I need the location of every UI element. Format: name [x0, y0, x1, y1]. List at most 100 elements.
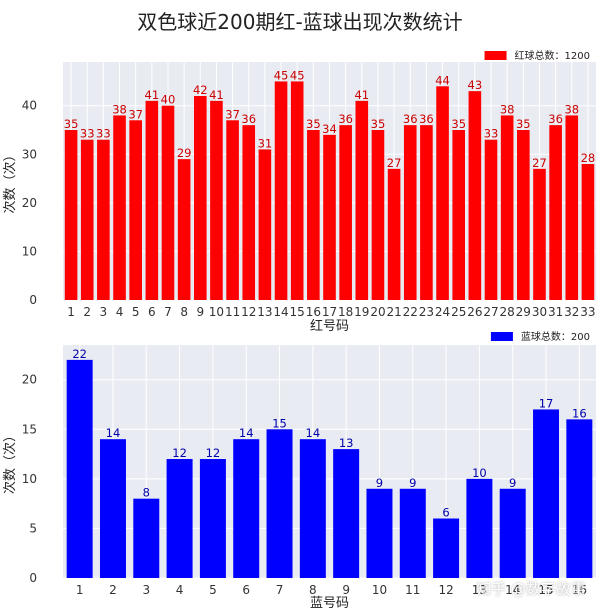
bar: [210, 100, 223, 300]
bar: [199, 459, 226, 578]
bar: [399, 488, 426, 578]
data-label: 38: [112, 102, 127, 116]
x-tick-label: 2: [109, 583, 117, 597]
x-tick-label: 6: [148, 305, 156, 319]
x-tick-label: 30: [532, 305, 547, 319]
bar: [129, 120, 142, 301]
data-label: 14: [106, 426, 121, 440]
x-tick-label: 16: [306, 305, 321, 319]
x-tick-label: 5: [132, 305, 140, 319]
x-tick-label: 20: [370, 305, 385, 319]
data-label: 43: [468, 78, 483, 92]
x-tick-label: 1: [67, 305, 75, 319]
x-tick-label: 13: [257, 305, 272, 319]
data-label: 37: [225, 107, 240, 121]
x-tick-label: 15: [538, 583, 553, 597]
x-tick-label: 12: [438, 583, 453, 597]
y-axis-label: 次数（次）: [2, 148, 18, 213]
x-tick-label: 1: [76, 583, 84, 597]
x-tick-label: 17: [322, 305, 337, 319]
y-tick-label: 20: [22, 196, 37, 210]
bar: [145, 100, 159, 300]
x-tick-label: 6: [242, 583, 250, 597]
bar: [500, 115, 514, 300]
y-tick-label: 10: [22, 472, 37, 486]
data-label: 33: [80, 127, 95, 141]
bar: [466, 478, 493, 578]
data-label: 33: [484, 127, 499, 141]
data-label: 27: [387, 156, 402, 170]
y-tick-label: 0: [29, 293, 37, 307]
x-tick-label: 8: [180, 305, 188, 319]
x-tick-label: 25: [451, 305, 466, 319]
data-label: 12: [206, 446, 221, 460]
data-label: 13: [339, 436, 354, 450]
data-label: 9: [409, 476, 416, 490]
bar: [113, 115, 126, 300]
x-axis-label: 红号码: [310, 318, 349, 334]
bar: [549, 125, 562, 301]
data-label: 16: [572, 406, 587, 420]
bar: [533, 168, 546, 300]
x-tick-label: 11: [405, 583, 420, 597]
data-label: 38: [564, 102, 579, 116]
x-tick-label: 27: [483, 305, 498, 319]
bar: [64, 130, 78, 300]
bar: [533, 409, 560, 578]
data-label: 41: [145, 88, 160, 102]
bar: [566, 419, 593, 578]
bar: [333, 449, 360, 578]
bar: [99, 439, 126, 578]
x-tick-label: 14: [505, 583, 520, 597]
bar: [565, 115, 579, 300]
data-label: 34: [322, 122, 337, 136]
bar: [339, 125, 352, 301]
x-tick-label: 31: [548, 305, 563, 319]
x-tick-label: 2: [83, 305, 91, 319]
bar: [161, 105, 175, 300]
data-label: 36: [241, 112, 256, 126]
bar: [258, 149, 272, 300]
x-tick-label: 5: [209, 583, 217, 597]
bar: [433, 518, 460, 578]
bar: [452, 130, 466, 300]
legend-swatch: [490, 332, 513, 341]
data-label: 35: [516, 117, 531, 131]
data-label: 38: [500, 102, 515, 116]
x-tick-label: 7: [164, 305, 172, 319]
data-label: 35: [451, 117, 466, 131]
bar: [233, 439, 260, 578]
bar: [420, 125, 433, 301]
data-label: 36: [403, 112, 418, 126]
x-tick-label: 7: [276, 583, 284, 597]
bar: [290, 81, 304, 300]
x-tick-label: 28: [500, 305, 515, 319]
data-label: 36: [548, 112, 563, 126]
data-label: 42: [193, 83, 208, 97]
x-tick-label: 4: [116, 305, 124, 319]
x-tick-label: 22: [403, 305, 418, 319]
x-tick-label: 29: [516, 305, 531, 319]
x-tick-label: 14: [273, 305, 288, 319]
data-label: 8: [143, 486, 150, 500]
y-tick-label: 5: [29, 521, 37, 535]
bar: [226, 120, 239, 301]
legend-swatch: [484, 51, 507, 60]
bar: [371, 130, 385, 300]
data-label: 41: [209, 88, 224, 102]
x-tick-label: 13: [472, 583, 487, 597]
y-tick-label: 40: [22, 99, 37, 113]
x-tick-label: 32: [564, 305, 579, 319]
bar: [66, 359, 93, 578]
data-label: 14: [306, 426, 321, 440]
data-label: 45: [290, 68, 305, 82]
legend-label: 红球总数：1200: [515, 49, 590, 62]
x-tick-label: 12: [241, 305, 256, 319]
bar: [266, 429, 293, 578]
x-tick-label: 33: [580, 305, 595, 319]
bar: [581, 164, 595, 300]
bar: [193, 96, 207, 300]
